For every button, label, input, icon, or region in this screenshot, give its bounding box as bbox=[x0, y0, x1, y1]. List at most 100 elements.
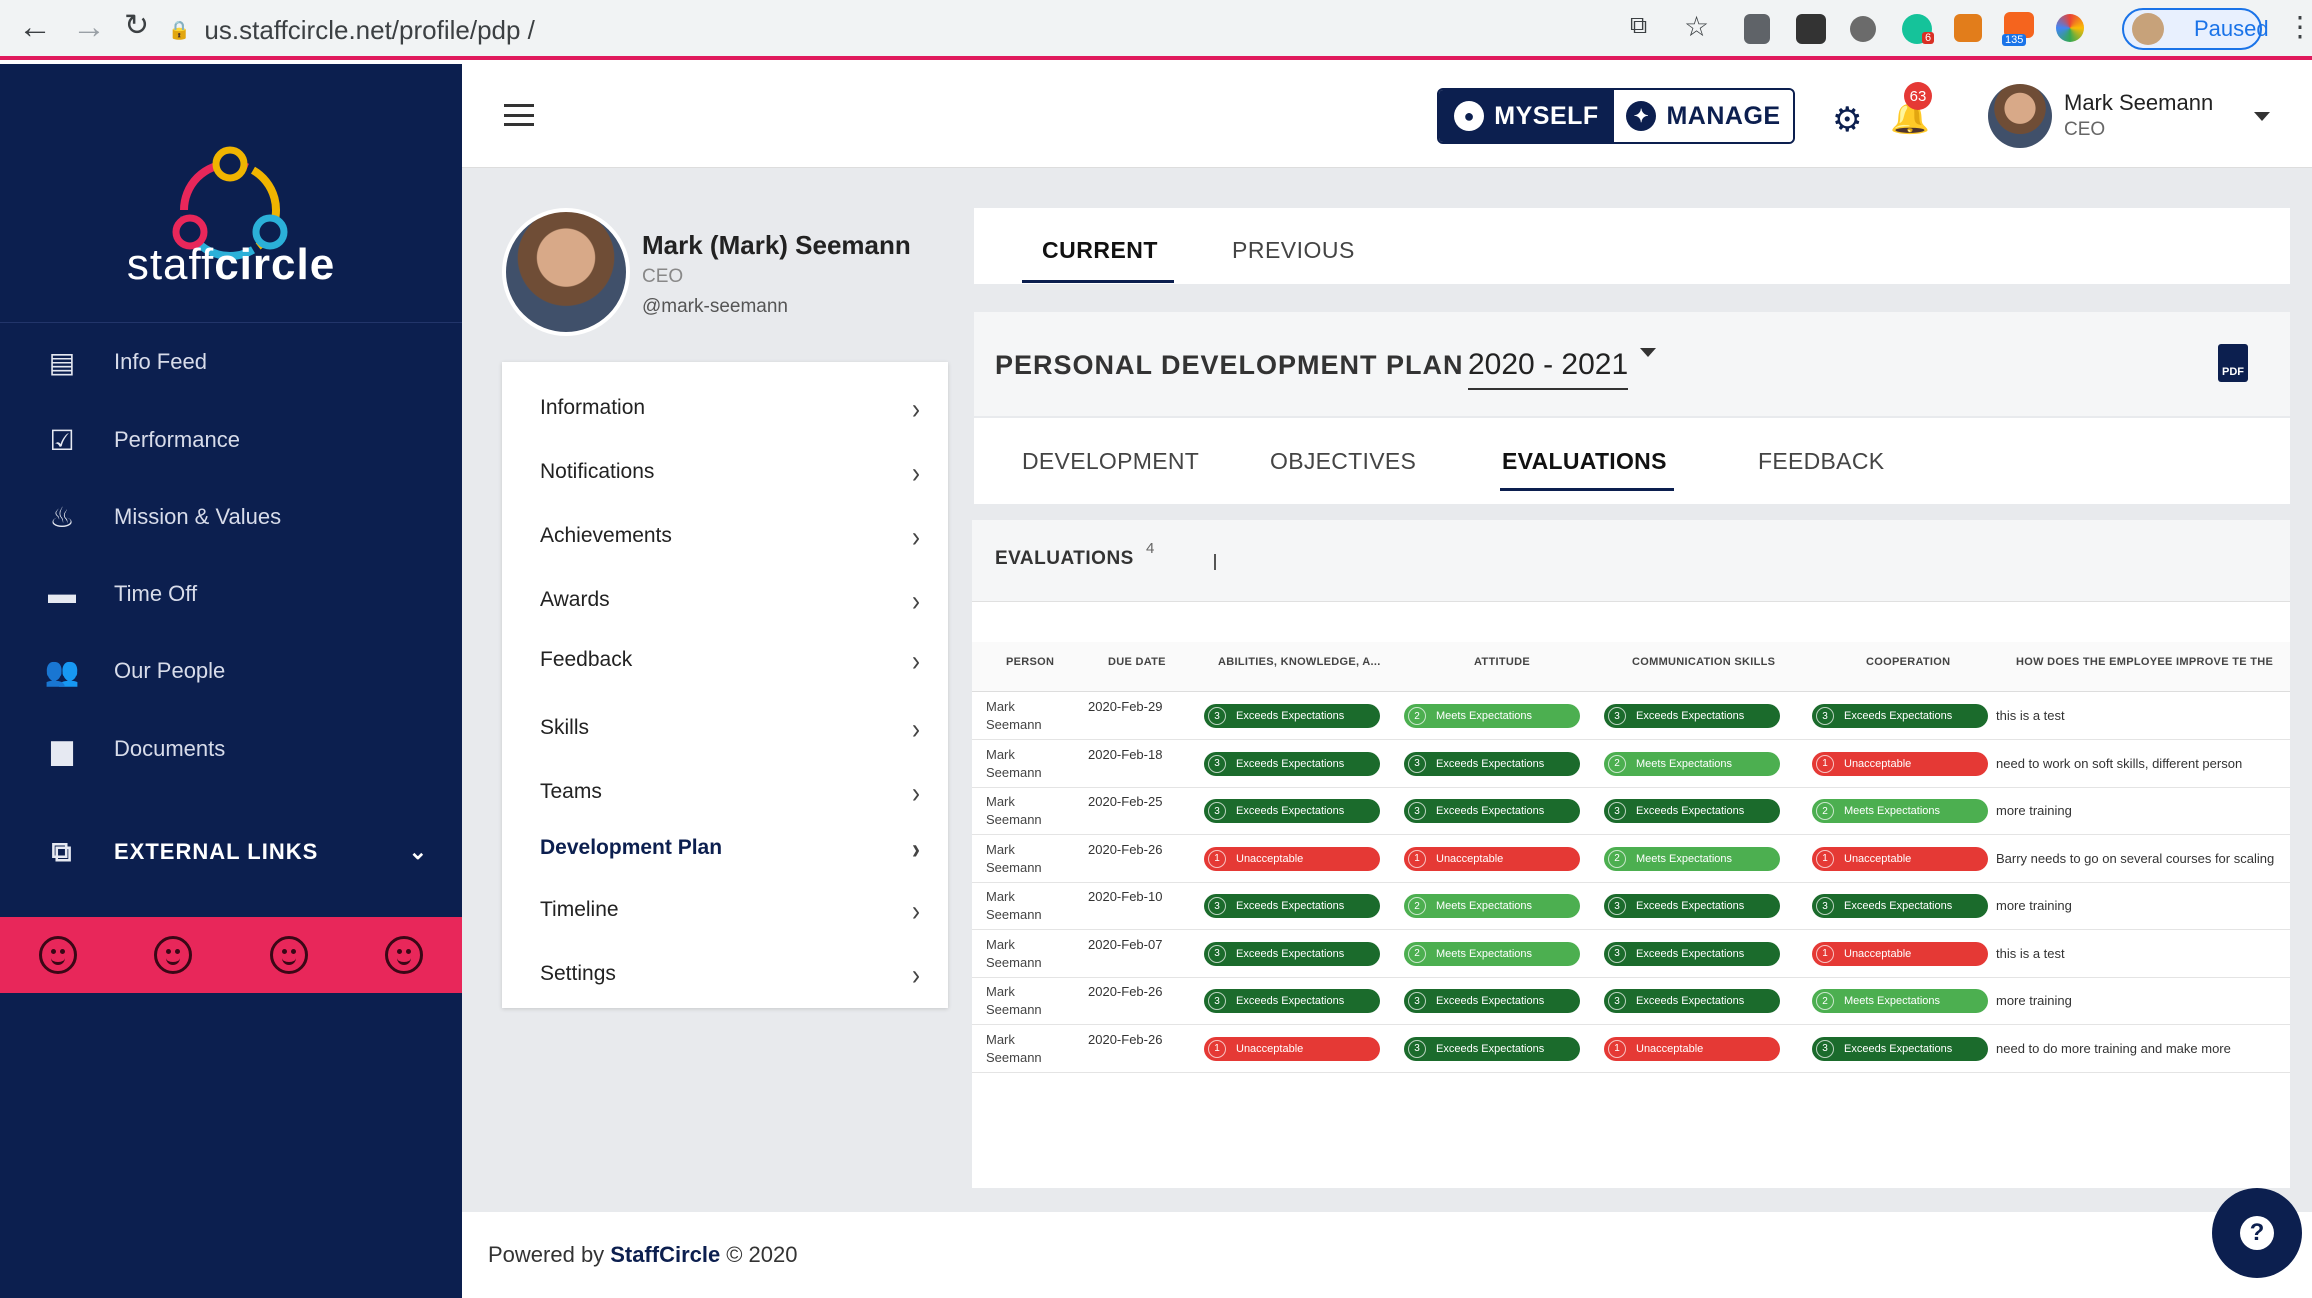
smiley-icon[interactable] bbox=[385, 936, 424, 974]
menu-item-settings[interactable]: Settings › bbox=[540, 959, 920, 991]
star-icon[interactable]: ☆ bbox=[1684, 11, 1710, 42]
table-row[interactable]: Mark Seemann 2020-Feb-26 1 Unacceptable 3 Exc… bbox=[972, 1027, 2290, 1073]
rating-score: 1 bbox=[1208, 1039, 1226, 1058]
footer-brand[interactable]: StaffCircle bbox=[610, 1242, 721, 1267]
due-date-cell: 2020-Feb-10 bbox=[1088, 889, 1163, 904]
sidebar-item-mission-values[interactable]: ♨ Mission & Values bbox=[0, 487, 462, 547]
menu-dots-icon[interactable]: ⋮ bbox=[2286, 11, 2312, 42]
gear-icon[interactable]: ⚙ bbox=[1832, 101, 1863, 139]
people-icon: 👥 bbox=[44, 655, 80, 687]
hamburger-menu-icon[interactable] bbox=[504, 104, 534, 126]
menu-item-timeline[interactable]: Timeline › bbox=[540, 895, 920, 927]
rating-badge: 3 Exceeds Expectations bbox=[1204, 751, 1380, 776]
tab-development[interactable]: DEVELOPMENT bbox=[1022, 448, 1200, 474]
external-link-icon: ⧉ bbox=[51, 835, 73, 867]
tab-objectives[interactable]: OBJECTIVES bbox=[1270, 448, 1417, 474]
avatar[interactable] bbox=[1988, 84, 2052, 148]
extension-icon[interactable] bbox=[2056, 14, 2084, 42]
column-header[interactable]: COOPERATION bbox=[1866, 656, 1951, 668]
column-header[interactable]: PERSON bbox=[1006, 656, 1055, 668]
extension-icon[interactable] bbox=[2004, 12, 2034, 38]
menu-item-achievements[interactable]: Achievements › bbox=[540, 521, 920, 554]
rating-label: Unacceptable bbox=[1236, 1042, 1304, 1055]
rating-score: 1 bbox=[1408, 849, 1426, 868]
comment-cell: need to work on soft skills, different p… bbox=[1996, 755, 2243, 771]
sidebar-item-label: Time Off bbox=[114, 581, 198, 606]
due-date-cell: 2020-Feb-07 bbox=[1088, 936, 1163, 952]
smiley-icon[interactable] bbox=[269, 936, 308, 974]
extension-icon[interactable] bbox=[1796, 14, 1826, 44]
rating-label: Exceeds Expectations bbox=[1636, 805, 1745, 817]
menu-item-awards[interactable]: Awards › bbox=[540, 585, 920, 617]
menu-item-label: Timeline bbox=[540, 898, 619, 921]
bed-icon: ▬ bbox=[48, 578, 76, 609]
table-row[interactable]: Mark Seemann 2020-Feb-26 1 Unacceptable 1 Una… bbox=[972, 837, 2290, 883]
smiley-icon[interactable] bbox=[38, 936, 77, 974]
brand-prefix: staff bbox=[126, 240, 215, 289]
sidebar-item-label: Performance bbox=[114, 427, 240, 452]
extension-badge: 6 bbox=[1922, 32, 1935, 44]
myself-button[interactable]: ● MYSELF bbox=[1439, 90, 1615, 142]
manage-button[interactable]: ✦ MANAGE bbox=[1614, 90, 1793, 142]
rating-score: 2 bbox=[1408, 707, 1426, 725]
footer-copyright: © 2020 bbox=[726, 1242, 798, 1267]
url-text: us.staffcircle.net/profile/pdp / bbox=[204, 14, 535, 45]
table-row[interactable]: Mark Seemann 2020-Feb-07 3 Exceeds Expectat… bbox=[972, 932, 2290, 978]
address-bar[interactable]: 🔒 us.staffcircle.net/profile/pdp / bbox=[168, 8, 1728, 52]
help-button[interactable]: ? bbox=[2212, 1188, 2302, 1278]
sidebar-item-performance[interactable]: ☑ Performance bbox=[0, 410, 462, 470]
year-select[interactable]: 2020 - 2021 bbox=[1468, 348, 1629, 390]
back-icon[interactable]: ← bbox=[18, 8, 52, 46]
menu-item-skills[interactable]: Skills › bbox=[540, 713, 920, 745]
chevron-down-icon[interactable] bbox=[2254, 112, 2270, 121]
chevron-down-icon[interactable] bbox=[1640, 348, 1656, 357]
rating-badge: 1 Unacceptable bbox=[1404, 846, 1580, 871]
menu-item-information[interactable]: Information › bbox=[540, 393, 920, 425]
rating-label: Exceeds Expectations bbox=[1636, 710, 1745, 722]
open-tab-icon[interactable]: ⧉ bbox=[1630, 12, 1648, 39]
rating-score: 3 bbox=[1608, 944, 1626, 963]
menu-item-notifications[interactable]: Notifications › bbox=[540, 457, 920, 489]
column-header[interactable]: COMMUNICATION SKILLS bbox=[1632, 656, 1776, 668]
rating-score: 3 bbox=[1816, 707, 1834, 725]
external-links-toggle[interactable]: ⧉ EXTERNAL LINKS ⌄ bbox=[0, 822, 462, 882]
rating-score: 2 bbox=[1816, 992, 1834, 1010]
menu-item-label: Skills bbox=[540, 716, 590, 739]
evaluations-title: EVALUATIONS bbox=[995, 548, 1134, 569]
table-row[interactable]: Mark Seemann 2020-Feb-25 3 Exceeds Expectat… bbox=[972, 789, 2290, 835]
column-header[interactable]: ATTITUDE bbox=[1474, 656, 1530, 668]
sidebar-item-documents[interactable]: ▆ Documents bbox=[0, 719, 462, 779]
table-row[interactable]: Mark Seemann 2020-Feb-18 3 Exceeds Expectat… bbox=[972, 742, 2290, 788]
table-row[interactable]: Mark Seemann 2020-Feb-26 3 Exceeds Expectat… bbox=[972, 979, 2290, 1025]
smiley-icon[interactable] bbox=[154, 936, 193, 974]
rating-badge: 3 Exceeds Expectations bbox=[1204, 704, 1380, 728]
rating-label: Meets Expectations bbox=[1436, 900, 1532, 912]
table-row[interactable]: Mark Seemann 2020-Feb-10 3 Exceeds Expectat… bbox=[972, 884, 2290, 930]
sidebar-item-time-off[interactable]: ▬ Time Off bbox=[0, 564, 462, 624]
forward-icon[interactable]: → bbox=[72, 8, 106, 46]
column-header[interactable]: HOW DOES THE EMPLOYEE IMPROVE TE THE bbox=[2016, 656, 2274, 668]
reload-icon[interactable]: ↻ bbox=[124, 9, 150, 42]
extension-icon[interactable] bbox=[1954, 14, 1982, 42]
profile-paused-button[interactable]: Paused bbox=[2122, 8, 2269, 50]
column-header[interactable]: DUE DATE bbox=[1108, 656, 1166, 668]
tab-feedback[interactable]: FEEDBACK bbox=[1758, 448, 1885, 474]
sidebar-item-our-people[interactable]: 👥 Our People bbox=[0, 641, 462, 701]
extension-icon[interactable] bbox=[1744, 14, 1770, 44]
rating-label: Meets Expectations bbox=[1636, 852, 1732, 865]
menu-item-feedback[interactable]: Feedback › bbox=[540, 645, 920, 677]
extension-icon[interactable] bbox=[1850, 16, 1876, 42]
user-icon: ● bbox=[1454, 101, 1485, 131]
tab-evaluations[interactable]: EVALUATIONS bbox=[1502, 448, 1667, 474]
menu-item-teams[interactable]: Teams › bbox=[540, 777, 920, 809]
chevron-right-icon: › bbox=[912, 521, 920, 554]
pdf-icon[interactable]: PDF bbox=[2218, 344, 2248, 382]
table-row[interactable]: Mark Seemann 2020-Feb-29 3 Exceeds Expectat… bbox=[972, 694, 2290, 740]
tab-current[interactable]: CURRENT bbox=[1042, 237, 1158, 263]
rating-label: Unacceptable bbox=[1844, 757, 1912, 770]
column-header[interactable]: ABILITIES, KNOWLEDGE, A... bbox=[1218, 656, 1381, 668]
sidebar-item-info-feed[interactable]: ▤ Info Feed bbox=[0, 332, 462, 392]
paused-label: Paused bbox=[2194, 16, 2269, 41]
tab-previous[interactable]: PREVIOUS bbox=[1232, 237, 1355, 263]
menu-item-development-plan[interactable]: Development Plan › bbox=[540, 833, 920, 865]
